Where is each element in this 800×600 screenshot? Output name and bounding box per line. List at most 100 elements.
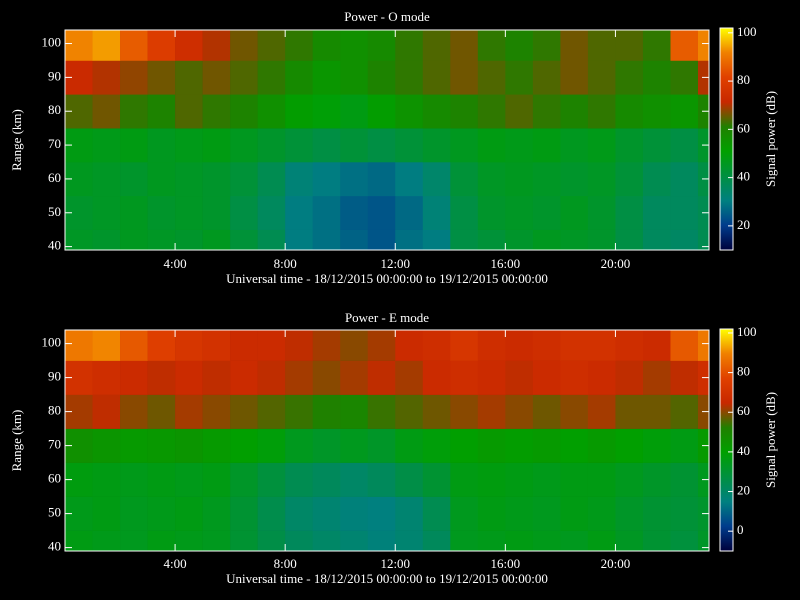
heatmap-cell bbox=[670, 360, 699, 395]
y-tick-label: 90 bbox=[48, 68, 61, 83]
heatmap-cell bbox=[670, 462, 699, 497]
colorbar-tick-label: 20 bbox=[737, 217, 750, 232]
heatmap-cell bbox=[340, 94, 369, 129]
heatmap-cell bbox=[312, 360, 341, 395]
heatmap-cell bbox=[147, 60, 176, 95]
x-tick-label: 20:00 bbox=[601, 256, 631, 271]
heatmap-cell bbox=[340, 496, 369, 531]
heatmap-cell bbox=[92, 496, 121, 531]
colorbar bbox=[719, 27, 734, 251]
heatmap-cell bbox=[65, 530, 93, 551]
heatmap-cell bbox=[202, 428, 231, 463]
y-tick-label: 50 bbox=[48, 204, 61, 219]
heatmap-cell bbox=[450, 428, 479, 463]
heatmap-cell bbox=[285, 462, 313, 497]
x-tick-label: 4:00 bbox=[164, 556, 187, 571]
heatmap-cell bbox=[175, 229, 203, 250]
heatmap-cell bbox=[202, 462, 231, 497]
heatmap-cell bbox=[395, 94, 424, 129]
heatmap-cell bbox=[477, 128, 506, 163]
heatmap-cell bbox=[65, 30, 93, 61]
heatmap-cell bbox=[642, 394, 671, 429]
heatmap-cell bbox=[670, 30, 699, 61]
heatmap-cell bbox=[505, 30, 534, 61]
heatmap-cell bbox=[340, 60, 369, 95]
heatmap-cell bbox=[477, 530, 506, 551]
heatmap-cell bbox=[477, 30, 506, 61]
heatmap-cell bbox=[120, 394, 148, 429]
colorbar-label: Signal power (dB) bbox=[763, 91, 778, 187]
heatmap-cell bbox=[587, 530, 616, 551]
y-tick-label: 70 bbox=[48, 437, 61, 452]
colorbar-tick-label: 80 bbox=[737, 364, 750, 379]
heatmap-cell bbox=[450, 30, 479, 61]
heatmap-cell bbox=[340, 30, 369, 61]
heatmap-cell bbox=[257, 462, 286, 497]
heatmap-cell bbox=[477, 394, 506, 429]
heatmap-cell bbox=[422, 128, 451, 163]
heatmap-cell bbox=[367, 60, 396, 95]
heatmap-cell bbox=[670, 229, 699, 250]
heatmap-cell bbox=[367, 128, 396, 163]
x-tick-label: 20:00 bbox=[601, 556, 631, 571]
heatmap-cell bbox=[532, 462, 561, 497]
heatmap-cell bbox=[285, 162, 313, 197]
heatmap-cell bbox=[367, 30, 396, 61]
heatmap-cell bbox=[395, 195, 424, 230]
heatmap-cell bbox=[202, 360, 231, 395]
heatmap-cell bbox=[560, 360, 589, 395]
heatmap-cell bbox=[670, 128, 699, 163]
heatmap-cell bbox=[285, 30, 313, 61]
heatmap-cell bbox=[147, 195, 176, 230]
heatmap-cell bbox=[560, 30, 589, 61]
heatmap-cell bbox=[450, 394, 479, 429]
heatmap-cell bbox=[175, 30, 203, 61]
plot-frame bbox=[64, 329, 710, 552]
colorbar-label: Signal power (dB) bbox=[763, 392, 778, 488]
heatmap-cell bbox=[65, 229, 93, 250]
heatmap-cell bbox=[175, 394, 203, 429]
heatmap-cell bbox=[560, 394, 589, 429]
heatmap-cell bbox=[257, 530, 286, 551]
heatmap-cell bbox=[587, 394, 616, 429]
heatmap-cell bbox=[532, 394, 561, 429]
heatmap-cell bbox=[615, 462, 644, 497]
heatmap-cell bbox=[670, 162, 699, 197]
heatmap-cell bbox=[560, 229, 589, 250]
heatmap-cell bbox=[615, 94, 644, 129]
heatmap-cell bbox=[92, 394, 121, 429]
heatmap-cell bbox=[340, 394, 369, 429]
heatmap-cell bbox=[92, 428, 121, 463]
heatmap-cell bbox=[395, 462, 424, 497]
y-tick-label: 100 bbox=[42, 335, 62, 350]
heatmap-cell bbox=[697, 530, 709, 551]
heatmap-cell bbox=[312, 496, 341, 531]
heatmap-cell bbox=[642, 162, 671, 197]
heatmap-cell bbox=[367, 330, 396, 361]
colorbar-tick-label: 20 bbox=[737, 483, 750, 498]
heatmap-cell bbox=[505, 360, 534, 395]
heatmap-cell bbox=[175, 496, 203, 531]
heatmap-cell bbox=[587, 496, 616, 531]
heatmap-cell bbox=[257, 30, 286, 61]
heatmap-cell bbox=[367, 462, 396, 497]
heatmap-cell bbox=[505, 530, 534, 551]
heatmap-cell bbox=[395, 229, 424, 250]
heatmap-cell bbox=[175, 128, 203, 163]
heatmap-cell bbox=[367, 428, 396, 463]
heatmap-cell bbox=[422, 428, 451, 463]
heatmap-cell bbox=[532, 330, 561, 361]
heatmap-cell bbox=[697, 30, 709, 61]
heatmap-cell bbox=[312, 60, 341, 95]
heatmap-cell bbox=[175, 330, 203, 361]
heatmap-cell bbox=[642, 360, 671, 395]
heatmap-cell bbox=[587, 462, 616, 497]
heatmap-cell bbox=[120, 530, 148, 551]
heatmap-cell bbox=[230, 394, 258, 429]
heatmap-cell bbox=[450, 94, 479, 129]
heatmap-cell bbox=[340, 360, 369, 395]
heatmap-cell bbox=[587, 330, 616, 361]
heatmap-cell bbox=[312, 462, 341, 497]
heatmap-cell bbox=[257, 60, 286, 95]
heatmap-cell bbox=[450, 330, 479, 361]
